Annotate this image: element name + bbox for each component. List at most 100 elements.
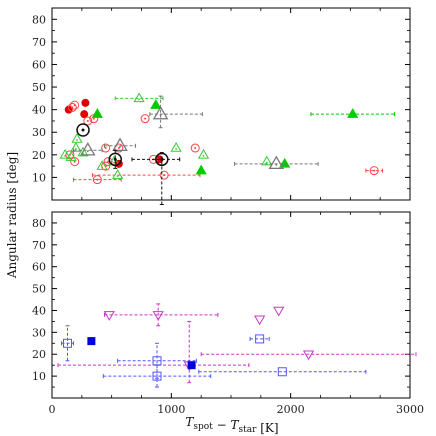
data-point-center [92, 117, 95, 120]
plot-frame [51, 7, 411, 201]
data-point [255, 334, 265, 344]
plot-frame [51, 211, 411, 399]
data-point-center [113, 157, 117, 161]
data-point [369, 166, 379, 176]
y-tick-label: 70 [32, 36, 46, 49]
data-point-center [107, 160, 110, 163]
data-point-center [119, 145, 121, 148]
y-tick-label: 20 [32, 149, 46, 162]
data-point [91, 108, 103, 118]
data-point-center [113, 161, 115, 164]
y-axis-title: Angular radius [deg] [5, 152, 19, 279]
data-point [254, 315, 266, 326]
data-point [71, 133, 83, 143]
data-point-center [160, 157, 164, 161]
data-point-center [74, 148, 77, 150]
y-tick-label: 20 [32, 348, 46, 361]
data-point [87, 337, 96, 346]
data-point [187, 361, 196, 370]
data-point-center [101, 166, 104, 169]
bottom-panel: 0 1000 2000 3000 10 20 30 40 50 60 70 80 [32, 211, 424, 416]
data-point-center [70, 157, 72, 159]
data-point-center [117, 147, 120, 150]
data-point [159, 170, 169, 180]
data-point [195, 164, 207, 175]
y-tick-label: 50 [32, 81, 46, 94]
data-point [101, 143, 111, 153]
data-point [80, 110, 89, 119]
data-point-center [81, 128, 85, 132]
data-point [92, 175, 102, 185]
data-point [190, 143, 200, 153]
data-point [83, 116, 93, 126]
y-tick-label: 40 [32, 104, 46, 117]
data-point [170, 142, 182, 152]
y-tick-label: 70 [32, 239, 46, 252]
data-point-center [194, 147, 197, 150]
data-point [81, 98, 90, 107]
data-point [63, 338, 73, 348]
data-point-center [96, 178, 99, 181]
y-tick-label: 10 [32, 171, 46, 184]
data-point-center [373, 169, 376, 172]
data-point [80, 142, 96, 156]
data-point [65, 151, 77, 161]
y-tick-label: 80 [32, 13, 46, 26]
data-point [152, 311, 164, 321]
data-point [65, 150, 75, 160]
data-point [133, 92, 145, 103]
data-point-center [175, 148, 178, 150]
data-point-center [138, 98, 141, 101]
data-point [67, 102, 77, 112]
data-point [108, 152, 122, 167]
y-tick-label: 30 [32, 326, 46, 339]
data-point [273, 306, 285, 317]
top-panel: 10 20 30 40 50 60 70 80 [32, 7, 411, 206]
x-tick-label: 1000 [157, 403, 185, 416]
data-point [70, 100, 80, 110]
x-tick-label: 3000 [396, 403, 424, 416]
data-point [152, 371, 162, 381]
data-point-center [116, 175, 119, 178]
data-point-center [64, 154, 67, 157]
data-point [101, 161, 111, 171]
data-point [150, 99, 162, 109]
data-point-center [144, 117, 147, 120]
data-point [112, 137, 128, 151]
y-tick-label: 40 [32, 304, 46, 317]
data-point-center [265, 161, 268, 164]
y-tick-label: 60 [32, 58, 46, 71]
data-point [277, 367, 287, 377]
data-point [302, 350, 315, 361]
data-point-center [86, 119, 89, 122]
x-tick-label: 2000 [277, 403, 305, 416]
data-point-center [76, 139, 78, 141]
data-point [140, 114, 150, 124]
x-tick-label: 0 [49, 403, 56, 416]
data-point [96, 160, 108, 170]
data-point [261, 155, 273, 166]
data-point-center [73, 160, 76, 163]
data-point [279, 157, 291, 168]
data-point [112, 169, 124, 179]
data-point [70, 142, 82, 152]
data-point-center [104, 147, 107, 150]
data-point [77, 146, 89, 157]
data-point [152, 105, 169, 120]
data-point [103, 157, 113, 167]
data-point-center [159, 114, 162, 117]
data-point [103, 311, 115, 321]
y-tick-label: 30 [32, 126, 46, 139]
y-tick-label: 80 [32, 217, 46, 230]
data-point-center [275, 163, 278, 166]
data-point-center [163, 174, 166, 177]
y-tick-label: 10 [32, 370, 46, 383]
y-tick-label: 60 [32, 261, 46, 274]
data-point [347, 108, 359, 118]
data-point [197, 148, 210, 159]
data-point [155, 152, 169, 167]
data-point-center [86, 150, 89, 153]
data-point [268, 155, 285, 170]
data-point-center [202, 154, 205, 157]
